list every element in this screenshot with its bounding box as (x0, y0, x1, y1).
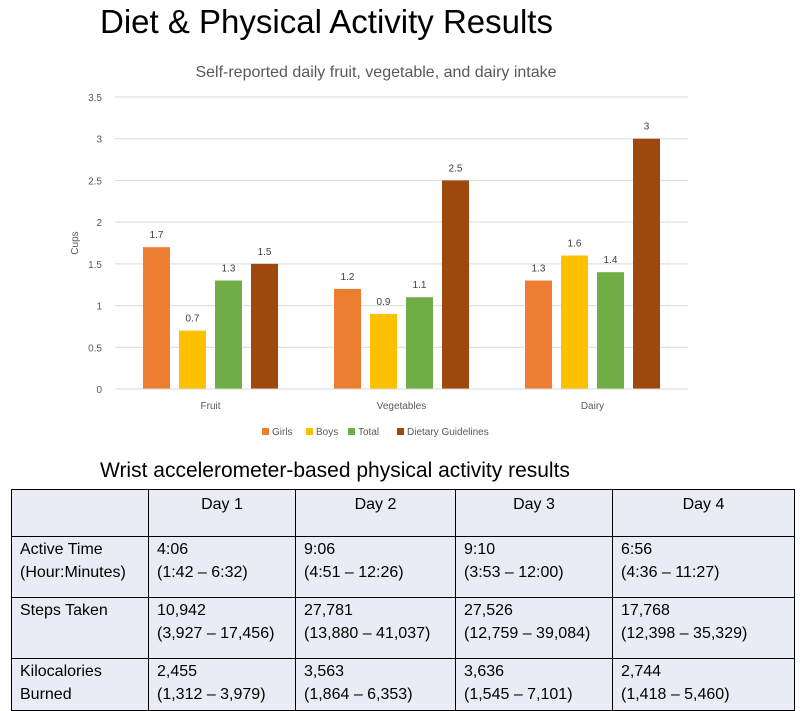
table-cell: 17,768 (12,398 – 35,329) (612, 597, 795, 659)
data-label: 1.2 (341, 272, 355, 283)
table-row: Active Time (Hour:Minutes) 4:06 (1:42 – 6:… (11, 536, 795, 598)
legend-swatch (397, 428, 404, 435)
table-cell: 2,455 (1,312 – 3,979) (148, 658, 296, 711)
data-label: 1.4 (604, 255, 618, 266)
row-label: Steps Taken (11, 597, 149, 659)
table-row: Kilocalories Burned 2,455 (1,312 – 3,979) … (11, 658, 795, 711)
legend-swatch (348, 428, 355, 435)
bar-dietary-guidelines (442, 180, 469, 389)
y-tick-label: 2 (96, 218, 102, 229)
legend-swatch (306, 428, 313, 435)
table-row: Steps Taken 10,942 (3,927 – 17,456) 27,78… (11, 597, 795, 659)
table-cell: 4:06 (1:42 – 6:32) (148, 536, 296, 598)
bar-boys (179, 330, 206, 389)
legend-label: Boys (316, 427, 338, 438)
row-label: Active Time (Hour:Minutes) (11, 536, 149, 598)
table-cell: 2,744 (1,418 – 5,460) (612, 658, 795, 711)
legend-label: Total (358, 427, 379, 438)
bar-total (406, 297, 433, 389)
data-label: 1.5 (258, 247, 272, 258)
bar-boys (370, 313, 397, 389)
data-label: 1.7 (150, 230, 164, 241)
data-label: 0.9 (377, 297, 391, 308)
y-tick-label: 3.5 (88, 93, 102, 104)
activity-table: Day 1 Day 2 Day 3 Day 4 Active Time (Hour… (11, 489, 795, 711)
bar-girls (143, 247, 170, 389)
bar-girls (334, 288, 361, 389)
table-cell: 3,636 (1,545 – 7,101) (455, 658, 613, 711)
table-cell: 9:06 (4:51 – 12:26) (295, 536, 456, 598)
header-cell: Day 3 (455, 489, 613, 537)
data-label: 2.5 (449, 163, 463, 174)
y-tick-label: 0 (96, 385, 102, 396)
header-cell: Day 4 (612, 489, 795, 537)
x-tick-label: Fruit (201, 401, 221, 412)
page-title: Diet & Physical Activity Results (100, 3, 553, 40)
table-cell: 10,942 (3,927 – 17,456) (148, 597, 296, 659)
data-label: 1.1 (413, 280, 427, 291)
x-tick-label: Dairy (581, 401, 604, 412)
y-tick-label: 3 (96, 135, 102, 146)
legend-label: Girls (272, 427, 293, 438)
table-cell: 3,563 (1,864 – 6,353) (295, 658, 456, 711)
header-cell: Day 1 (148, 489, 296, 537)
intake-bar-chart: Self-reported daily fruit, vegetable, an… (70, 64, 688, 438)
header-cell (11, 489, 149, 537)
bar-total (597, 272, 624, 389)
bar-dietary-guidelines (633, 138, 660, 389)
table-cell: 6:56 (4:36 – 11:27) (612, 536, 795, 598)
y-tick-label: 1 (96, 302, 102, 313)
activity-heading: Wrist accelerometer-based physical activ… (100, 459, 570, 482)
data-label: 1.3 (222, 264, 236, 275)
legend-swatch (262, 428, 269, 435)
table-cell: 27,781 (13,880 – 41,037) (295, 597, 456, 659)
legend-label: Dietary Guidelines (407, 427, 489, 438)
bar-boys (561, 255, 588, 389)
y-tick-label: 2.5 (88, 176, 102, 187)
y-tick-label: 1.5 (88, 260, 102, 271)
y-tick-label: 0.5 (88, 343, 102, 354)
data-label: 3 (644, 122, 650, 133)
row-label: Kilocalories Burned (11, 658, 149, 711)
bar-girls (525, 280, 552, 389)
header-cell: Day 2 (295, 489, 456, 537)
x-tick-label: Vegetables (377, 401, 427, 412)
table-header-row: Day 1 Day 2 Day 3 Day 4 (11, 489, 795, 537)
y-axis-label: Cups (70, 231, 81, 254)
bar-dietary-guidelines (251, 263, 278, 389)
data-label: 1.6 (568, 239, 582, 250)
data-label: 0.7 (186, 314, 200, 325)
data-label: 1.3 (532, 264, 546, 275)
table-cell: 27,526 (12,759 – 39,084) (455, 597, 613, 659)
bar-total (215, 280, 242, 389)
table-cell: 9:10 (3:53 – 12:00) (455, 536, 613, 598)
chart-title: Self-reported daily fruit, vegetable, an… (195, 64, 556, 81)
